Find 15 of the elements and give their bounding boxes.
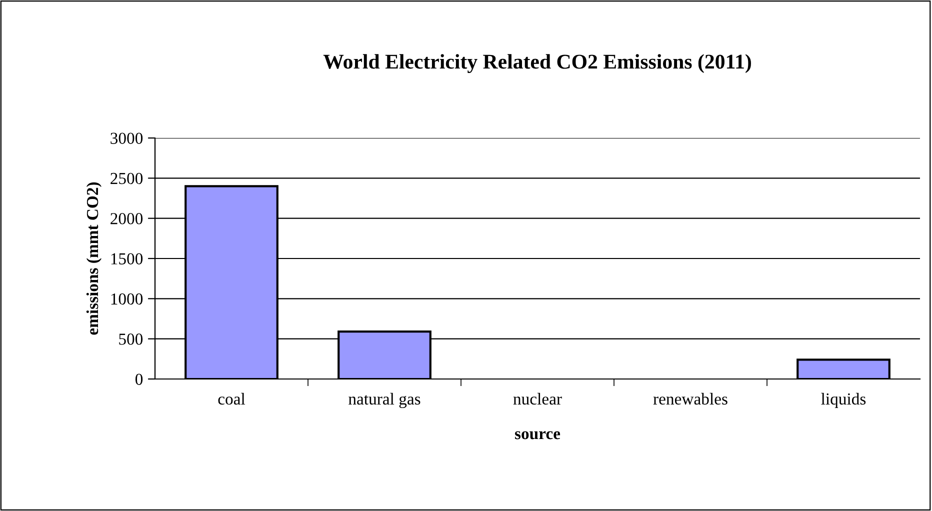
y-tick-label: 1500 bbox=[111, 253, 143, 264]
y-tick-label: 1000 bbox=[111, 293, 143, 305]
x-tick-label: natural gas bbox=[348, 392, 420, 408]
y-axis-title: emissions (mmt CO2) bbox=[86, 182, 102, 335]
y-tick-label: 2500 bbox=[110, 172, 143, 184]
x-tick-label: nuclear bbox=[513, 392, 562, 405]
x-tick-label: liquids bbox=[821, 392, 866, 408]
y-tick-label: 500 bbox=[119, 334, 143, 345]
x-axis-title: source bbox=[515, 431, 560, 440]
y-tick-label: 0 bbox=[135, 374, 143, 385]
x-tick-label: coal bbox=[218, 392, 246, 405]
y-tick-label: 3000 bbox=[110, 132, 143, 144]
y-tick-label: 2000 bbox=[110, 213, 143, 224]
chart-title: World Electricity Related CO2 Emissions (2011) bbox=[323, 54, 751, 74]
x-tick-label: renewables bbox=[653, 392, 728, 405]
